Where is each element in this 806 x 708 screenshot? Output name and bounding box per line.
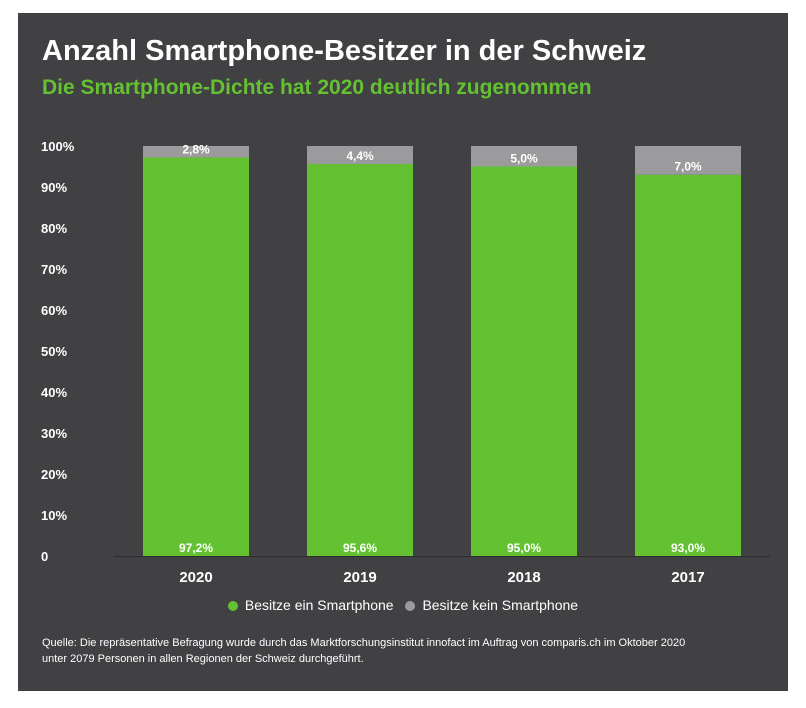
source-line-2: unter 2079 Personen in allen Regionen de…	[42, 653, 364, 665]
y-tick-label: 30%	[41, 426, 67, 441]
data-label-not-owns: 4,4%	[346, 149, 374, 163]
y-tick-label: 100%	[41, 139, 75, 154]
y-tick-label: 90%	[41, 180, 67, 195]
data-label-not-owns: 7,0%	[674, 160, 702, 174]
chart-subtitle: Die Smartphone-Dichte hat 2020 deutlich …	[42, 76, 592, 99]
data-label-owns: 95,6%	[343, 541, 377, 555]
data-label-not-owns: 5,0%	[510, 152, 538, 166]
bar-owns	[471, 166, 577, 556]
data-label-not-owns: 2,8%	[182, 142, 210, 156]
bar-owns	[635, 174, 741, 556]
y-tick-label: 20%	[41, 467, 67, 482]
legend-swatch-not-owns	[405, 601, 416, 611]
bar-not-owns	[307, 146, 413, 165]
y-tick-label: 10%	[41, 508, 67, 523]
bar-owns	[143, 157, 249, 557]
x-tick-label: 2019	[343, 569, 376, 586]
y-tick-label: 0	[41, 549, 48, 564]
legend-swatch-owns	[227, 601, 238, 611]
bar-group: 97,2% 2,8% 95,6% 4,4% 95,0% 5,0% 93,0% 7,0%	[143, 142, 741, 557]
chart-title: Anzahl Smartphone-Besitzer in der Schwei…	[42, 35, 647, 67]
data-label-owns: 97,2%	[179, 541, 213, 555]
legend-label-not-owns: Besitze kein Smartphone	[422, 597, 579, 613]
legend-item-owns: Besitze ein Smartphone	[227, 597, 394, 613]
x-tick-label: 2020	[179, 569, 212, 586]
data-label-owns: 95,0%	[507, 541, 541, 555]
legend-item-not-owns: Besitze kein Smartphone	[405, 597, 578, 613]
y-tick-label: 60%	[41, 303, 67, 318]
y-tick-label: 80%	[41, 221, 67, 236]
y-tick-label: 50%	[41, 344, 67, 359]
bar-owns	[307, 164, 413, 557]
chart-card: Anzahl Smartphone-Besitzer in der Schwei…	[18, 13, 788, 691]
y-tick-label: 40%	[41, 385, 67, 400]
bar-not-owns	[471, 146, 577, 167]
data-label-owns: 93,0%	[671, 541, 705, 555]
legend-label-owns: Besitze ein Smartphone	[244, 597, 394, 613]
x-tick-label: 2017	[671, 569, 704, 586]
source-line-1: Quelle: Die repräsentative Befragung wur…	[42, 637, 686, 649]
y-axis: 0 10% 20% 30% 40% 50% 60% 70% 80% 90% 100%	[41, 139, 75, 564]
y-tick-label: 70%	[41, 262, 67, 277]
x-tick-label: 2018	[507, 569, 540, 586]
source-note: Quelle: Die repräsentative Befragung wur…	[42, 635, 772, 667]
bar-not-owns	[635, 146, 741, 175]
stacked-bar-chart: 0 10% 20% 30% 40% 50% 60% 70% 80% 90% 100% 97,2% 2,…	[41, 139, 770, 586]
x-axis: 2020 2019 2018 2017	[179, 569, 704, 586]
legend: Besitze ein Smartphone Besitze kein Smar…	[18, 597, 788, 613]
bar-not-owns	[143, 146, 249, 158]
